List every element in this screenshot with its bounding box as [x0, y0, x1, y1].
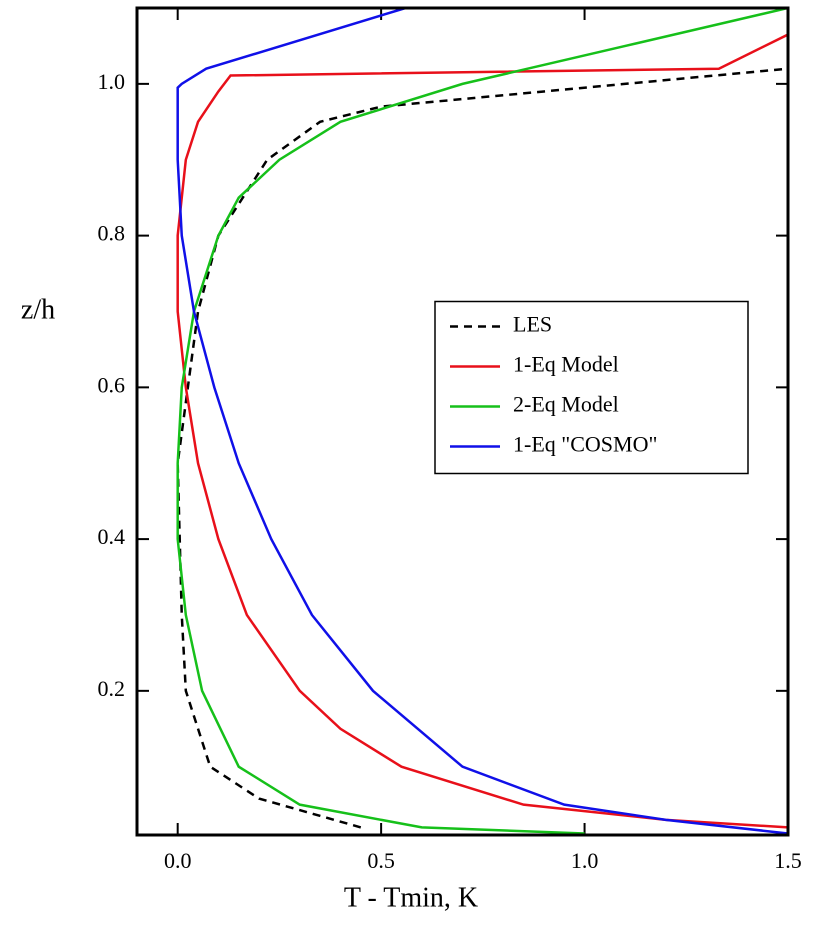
series-line	[176, 8, 788, 835]
y-axis-label: z/h	[21, 294, 55, 325]
x-tick-label: 0.0	[164, 848, 192, 873]
plot-lines	[176, 8, 788, 835]
x-tick-label: 0.5	[367, 848, 395, 873]
x-axis-label: T - Tmin, K	[344, 882, 478, 913]
y-tick-label: 0.2	[98, 676, 126, 701]
y-tick-label: 0.6	[98, 372, 126, 397]
legend-label: LES	[513, 312, 552, 337]
y-tick-label: 0.4	[98, 524, 126, 549]
legend-label: 1-Eq Model	[513, 352, 619, 377]
y-tick-label: 1.0	[98, 69, 126, 94]
y-tick-label: 0.8	[98, 221, 126, 246]
plot-frame	[135, 6, 790, 837]
x-tick-label: 1.5	[774, 848, 802, 873]
legend-box	[434, 300, 749, 475]
legend-label: 1-Eq "COSMO"	[513, 432, 657, 457]
legend-label: 2-Eq Model	[513, 392, 619, 417]
series-line	[176, 8, 788, 835]
series-line	[176, 67, 788, 829]
x-tick-label: 1.0	[571, 848, 599, 873]
series-line	[176, 33, 788, 829]
